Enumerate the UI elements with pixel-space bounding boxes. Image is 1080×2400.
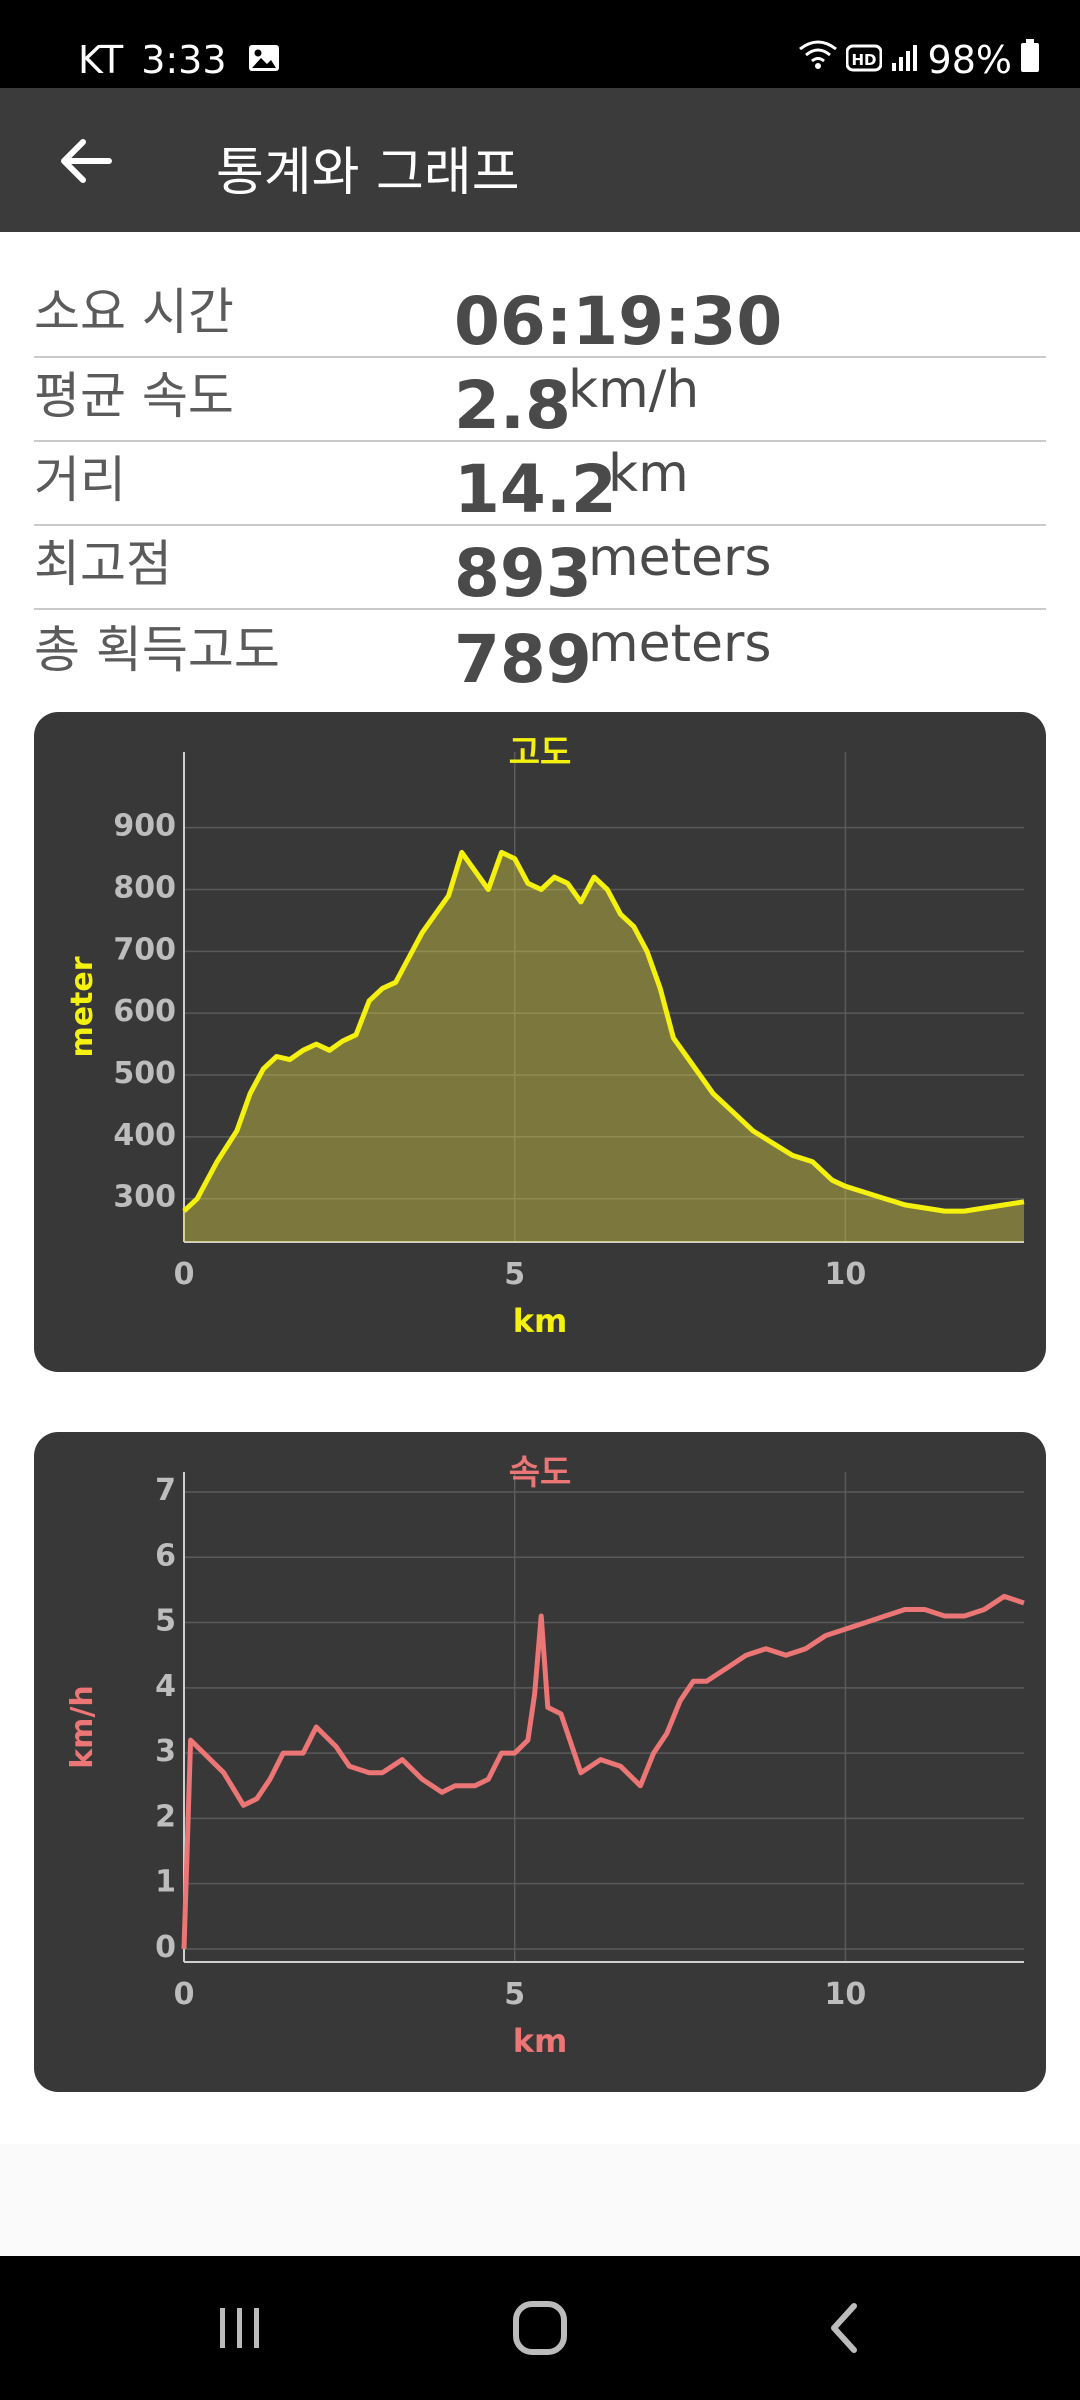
x-tick-label: 10	[825, 1257, 867, 1292]
y-tick-label: 7	[155, 1473, 176, 1508]
chart-title: 속도	[509, 1453, 572, 1493]
home-button[interactable]	[490, 2286, 590, 2370]
y-tick-label: 6	[155, 1538, 176, 1573]
signal-icon	[890, 38, 920, 82]
y-tick-label: 5	[155, 1604, 176, 1639]
back-nav-button[interactable]	[795, 2286, 895, 2370]
stat-value: 14.2	[454, 451, 617, 528]
stat-row-duration: 소요 시간 06:19:30	[34, 274, 1046, 360]
y-tick-label: 700	[113, 932, 176, 967]
status-bar: KT 3:33 HD 98%	[0, 0, 1080, 88]
stat-value: 893	[454, 535, 592, 612]
clock: 3:33	[141, 38, 227, 82]
altitude-chart: 300 400 500 600 700 800 900 0 5 10 고도 km meter	[65, 733, 1025, 1340]
chevron-left-icon	[831, 2303, 857, 2353]
x-tick-label: 0	[174, 1977, 195, 2012]
stat-label: 총 획득고도	[34, 621, 280, 679]
y-tick-label: 2	[155, 1799, 176, 1834]
series-line	[182, 849, 1025, 1214]
arrow-left-icon	[61, 139, 112, 183]
status-right: HD 98%	[798, 38, 1040, 82]
system-nav-bar	[0, 2256, 1080, 2400]
stat-label: 거리	[34, 451, 126, 509]
chart-title: 고도	[509, 733, 572, 773]
stat-unit: meters	[588, 614, 772, 674]
y-tick-label: 4	[155, 1669, 176, 1704]
x-axis-label: km	[513, 1302, 568, 1340]
carrier-label: KT	[78, 38, 124, 82]
hd-icon: HD	[845, 38, 883, 82]
y-tick-label: 300	[113, 1180, 176, 1215]
status-left: KT 3:33	[78, 38, 281, 82]
stat-row-elevation-gain: 총 획득고도 789 meters	[34, 610, 1046, 698]
stat-label: 소요 시간	[34, 283, 234, 341]
stat-unit: km	[608, 444, 689, 504]
stat-unit: km/h	[568, 360, 700, 420]
y-tick-label: 0	[155, 1930, 176, 1965]
y-axis-label: meter	[65, 956, 100, 1057]
x-tick-label: 10	[825, 1977, 867, 2012]
altitude-chart-card: 300 400 500 600 700 800 900 0 5 10 고도 km meter	[34, 712, 1046, 1372]
area-fill	[184, 852, 1024, 1242]
y-axis-label: km/h	[65, 1685, 100, 1769]
stat-row-avg-speed: 평균 속도 2.8 km/h	[34, 358, 1046, 444]
battery-percent: 98%	[927, 38, 1012, 82]
y-tick-label: 500	[113, 1056, 176, 1091]
speed-chart-card: 0 1 2 3 4 5 6 7 0 5 10 속도 km km/h	[34, 1432, 1046, 2092]
gallery-icon	[247, 38, 281, 82]
y-tick-label: 1	[155, 1865, 176, 1900]
stat-unit: meters	[588, 528, 772, 588]
recent-apps-icon	[220, 2308, 259, 2348]
stat-row-distance: 거리 14.2 km	[34, 442, 1046, 528]
stat-value: 2.8	[454, 367, 571, 444]
app-bar: 통계와 그래프	[0, 88, 1080, 232]
y-tick-label: 800	[113, 871, 176, 906]
y-tick-label: 900	[113, 809, 176, 844]
speed-chart: 0 1 2 3 4 5 6 7 0 5 10 속도 km km/h	[65, 1453, 1025, 2060]
stat-row-highest-point: 최고점 893 meters	[34, 526, 1046, 612]
x-tick-label: 5	[504, 1977, 525, 2012]
recent-apps-button[interactable]	[190, 2286, 290, 2370]
home-icon	[513, 2301, 567, 2355]
series-line	[181, 1593, 1025, 1949]
svg-text:HD: HD	[851, 51, 876, 69]
page-title: 통계와 그래프	[216, 143, 520, 203]
statistics-content: 소요 시간 06:19:30 평균 속도 2.8 km/h 거리 14.2 km…	[0, 232, 1080, 2144]
y-tick-label: 3	[155, 1734, 176, 1769]
x-tick-label: 5	[504, 1257, 525, 1292]
battery-icon	[1020, 38, 1040, 82]
stat-value: 06:19:30	[454, 283, 783, 360]
y-tick-label: 400	[113, 1118, 176, 1153]
stat-label: 최고점	[34, 535, 172, 593]
x-axis-label: km	[513, 2022, 568, 2060]
wifi-icon	[798, 38, 838, 82]
x-tick-label: 0	[174, 1257, 195, 1292]
y-tick-label: 600	[113, 994, 176, 1029]
stat-value: 789	[454, 621, 592, 698]
stat-label: 평균 속도	[34, 367, 234, 425]
back-button[interactable]	[42, 118, 128, 204]
